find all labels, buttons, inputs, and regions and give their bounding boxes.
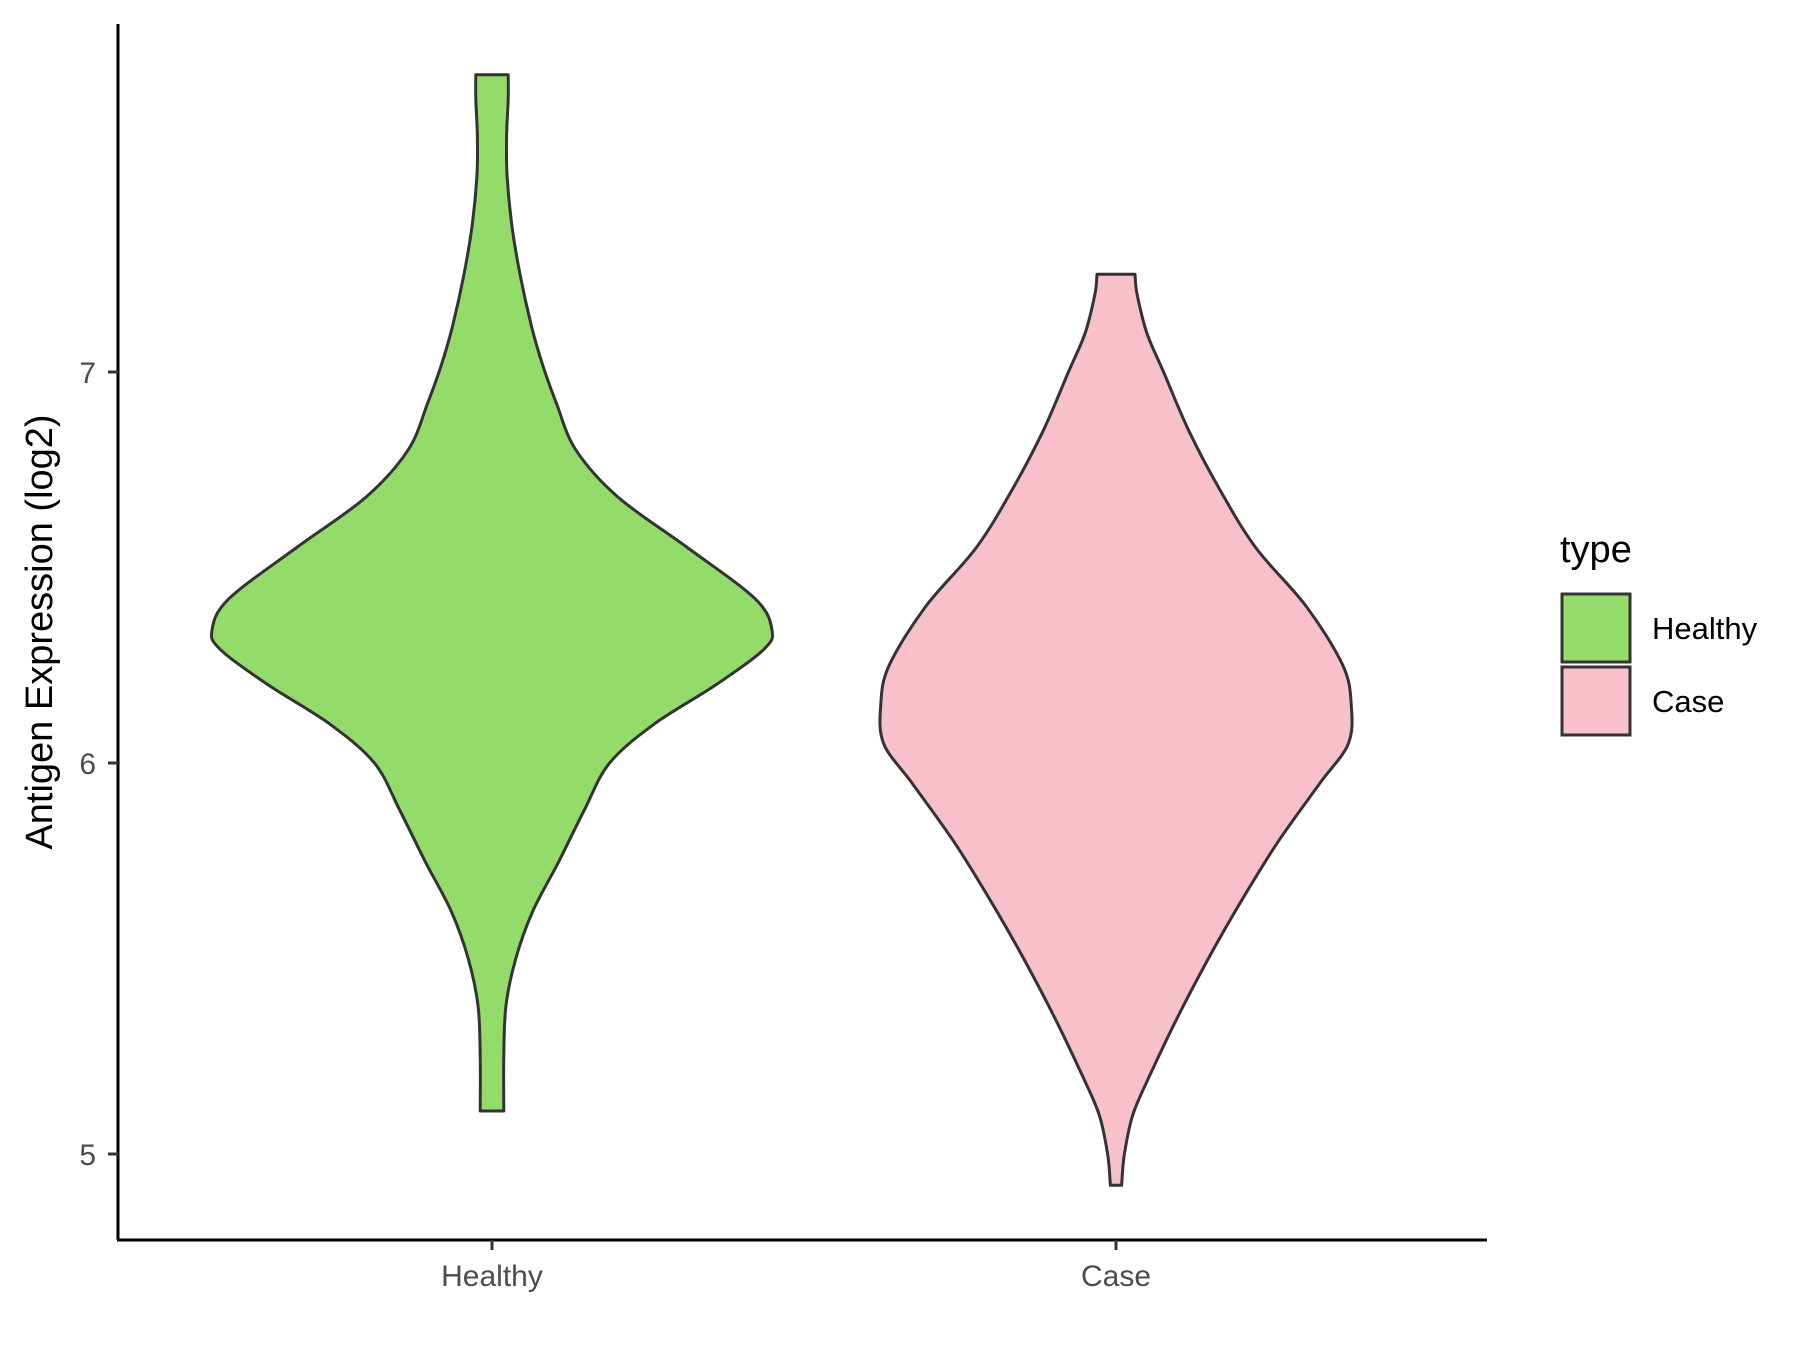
x-tick-label: Case [1081, 1260, 1151, 1293]
y-tick-label: 6 [79, 748, 96, 781]
legend-swatch-healthy [1560, 592, 1632, 664]
legend-title: type [1560, 529, 1632, 571]
y-ticks: 5 6 7 [79, 357, 118, 1172]
y-axis-title: Antigen Expression (log2) [19, 414, 61, 849]
legend-label-healthy: Healthy [1652, 611, 1758, 646]
x-tick-label: Healthy [441, 1260, 543, 1293]
y-tick-label: 5 [79, 1139, 96, 1172]
legend-label-case: Case [1652, 684, 1724, 719]
legend-items: Healthy Case [1560, 592, 1758, 737]
violin-healthy [209, 73, 775, 1113]
violins-layer [209, 73, 1354, 1187]
violin-case [878, 272, 1354, 1187]
x-axis: Healthy Case [117, 1238, 1487, 1293]
y-axis: 5 6 7 Antigen Expression (log2) [19, 24, 120, 1240]
x-ticks: Healthy Case [441, 1240, 1151, 1293]
y-tick-label: 7 [79, 357, 96, 390]
legend: type Healthy Case [1560, 529, 1758, 737]
legend-swatch-case [1560, 665, 1632, 737]
